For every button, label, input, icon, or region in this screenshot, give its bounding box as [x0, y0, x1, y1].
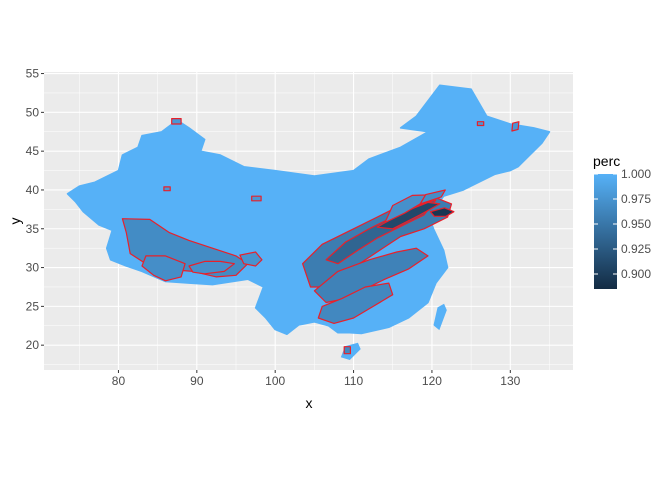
y-tick-label: 35 [26, 222, 40, 236]
legend-label: 0.975 [621, 192, 651, 206]
legend-label: 0.950 [621, 217, 651, 231]
region-cell [476, 121, 485, 127]
y-tick-label: 45 [26, 144, 40, 158]
legend-label: 0.925 [621, 242, 651, 256]
y-tick-label: 50 [26, 105, 40, 119]
region-cell [171, 117, 182, 125]
region-cell [239, 251, 263, 267]
region-cell [511, 121, 520, 132]
y-tick-label: 40 [26, 183, 40, 197]
region-cell [343, 346, 351, 355]
map-layer [66, 84, 551, 360]
y-tick-label: 25 [26, 299, 40, 313]
region-cell [163, 186, 171, 192]
country-fill [66, 84, 551, 336]
x-axis-title: x [306, 395, 313, 411]
legend-ticks: 1.000 0.975 0.950 0.925 0.900 [594, 167, 651, 281]
x-tick-label: 90 [190, 374, 204, 388]
region-cell [141, 255, 186, 282]
legend-label: 1.000 [621, 167, 651, 181]
region-cell [419, 189, 446, 205]
region-cell [317, 282, 394, 324]
legend-label: 0.900 [621, 267, 651, 281]
region-cell [188, 260, 235, 275]
legend-title: perc [593, 153, 620, 169]
y-tick-label: 30 [26, 261, 40, 275]
y-tick-label: 20 [26, 338, 40, 352]
y-axis-ticks: 20 25 30 35 40 45 50 55 [26, 67, 44, 352]
region-cell [251, 195, 262, 202]
region-cell [429, 207, 455, 217]
plot-panel [44, 72, 573, 370]
y-axis-title: y [7, 218, 23, 225]
x-tick-label: 110 [344, 374, 363, 388]
legend: perc 1.000 0.975 0.950 0.925 0.900 [593, 153, 651, 289]
x-tick-label: 130 [500, 374, 520, 388]
x-tick-label: 100 [265, 374, 285, 388]
island-fill-taiwan [433, 303, 447, 331]
x-axis-ticks: 80 90 100 110 120 130 [112, 370, 521, 388]
legend-colorbar [594, 174, 617, 289]
x-tick-label: 80 [112, 374, 126, 388]
x-tick-label: 120 [422, 374, 442, 388]
y-tick-label: 55 [26, 67, 40, 81]
